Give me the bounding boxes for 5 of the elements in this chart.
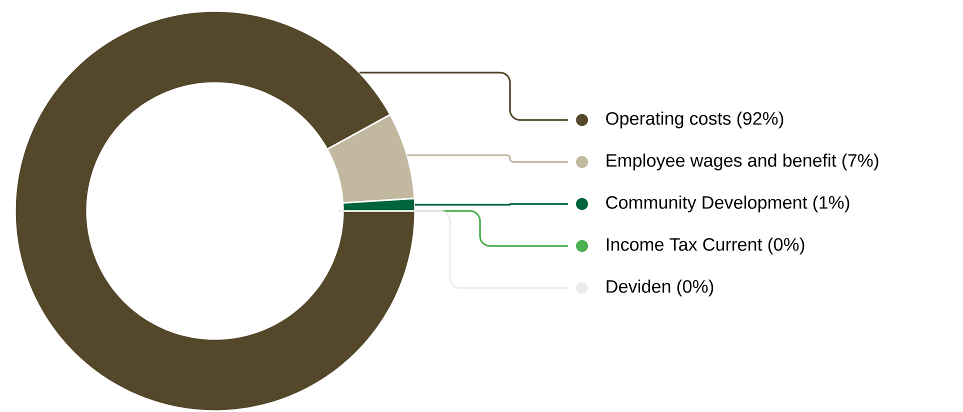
legend-label: Community Development (1%)	[606, 196, 850, 212]
legend-label: Income Tax Current (0%)	[606, 238, 804, 254]
legend-label: Operating costs (92%)	[606, 112, 784, 128]
legend-label: Deviden (0%)	[606, 280, 714, 296]
legend-label: Employee wages and benefit (7%)	[606, 154, 878, 170]
